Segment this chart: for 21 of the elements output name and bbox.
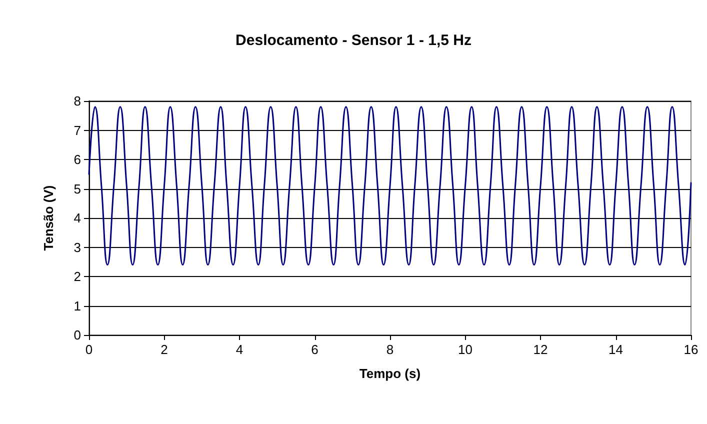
x-tick-label: 2 — [160, 342, 168, 357]
y-tick-label: 1 — [74, 298, 81, 314]
y-tick-label: 3 — [74, 240, 81, 255]
x-tick-label: 14 — [608, 342, 623, 357]
y-tick-label: 4 — [74, 210, 81, 226]
chart-title: Deslocamento - Sensor 1 - 1,5 Hz — [236, 32, 472, 49]
x-tick-label: 12 — [533, 342, 548, 357]
x-tick-label: 6 — [311, 342, 318, 357]
y-tick-label: 2 — [74, 269, 81, 284]
x-tick-label: 10 — [458, 342, 472, 357]
y-tick-label: 6 — [74, 152, 81, 167]
x-tick-label: 8 — [386, 342, 394, 357]
y-tick-label: 0 — [74, 328, 81, 342]
x-axis-title: Tempo (s) — [359, 366, 421, 381]
x-tick-label: 16 — [684, 342, 698, 357]
y-tick-label: 7 — [74, 122, 81, 138]
y-tick-label: 5 — [74, 181, 81, 196]
y-axis-title: Tensão (V) — [41, 185, 56, 251]
x-tick-label: 0 — [85, 342, 93, 357]
y-tick-label: 8 — [74, 94, 81, 108]
x-tick-label: 4 — [236, 342, 244, 357]
